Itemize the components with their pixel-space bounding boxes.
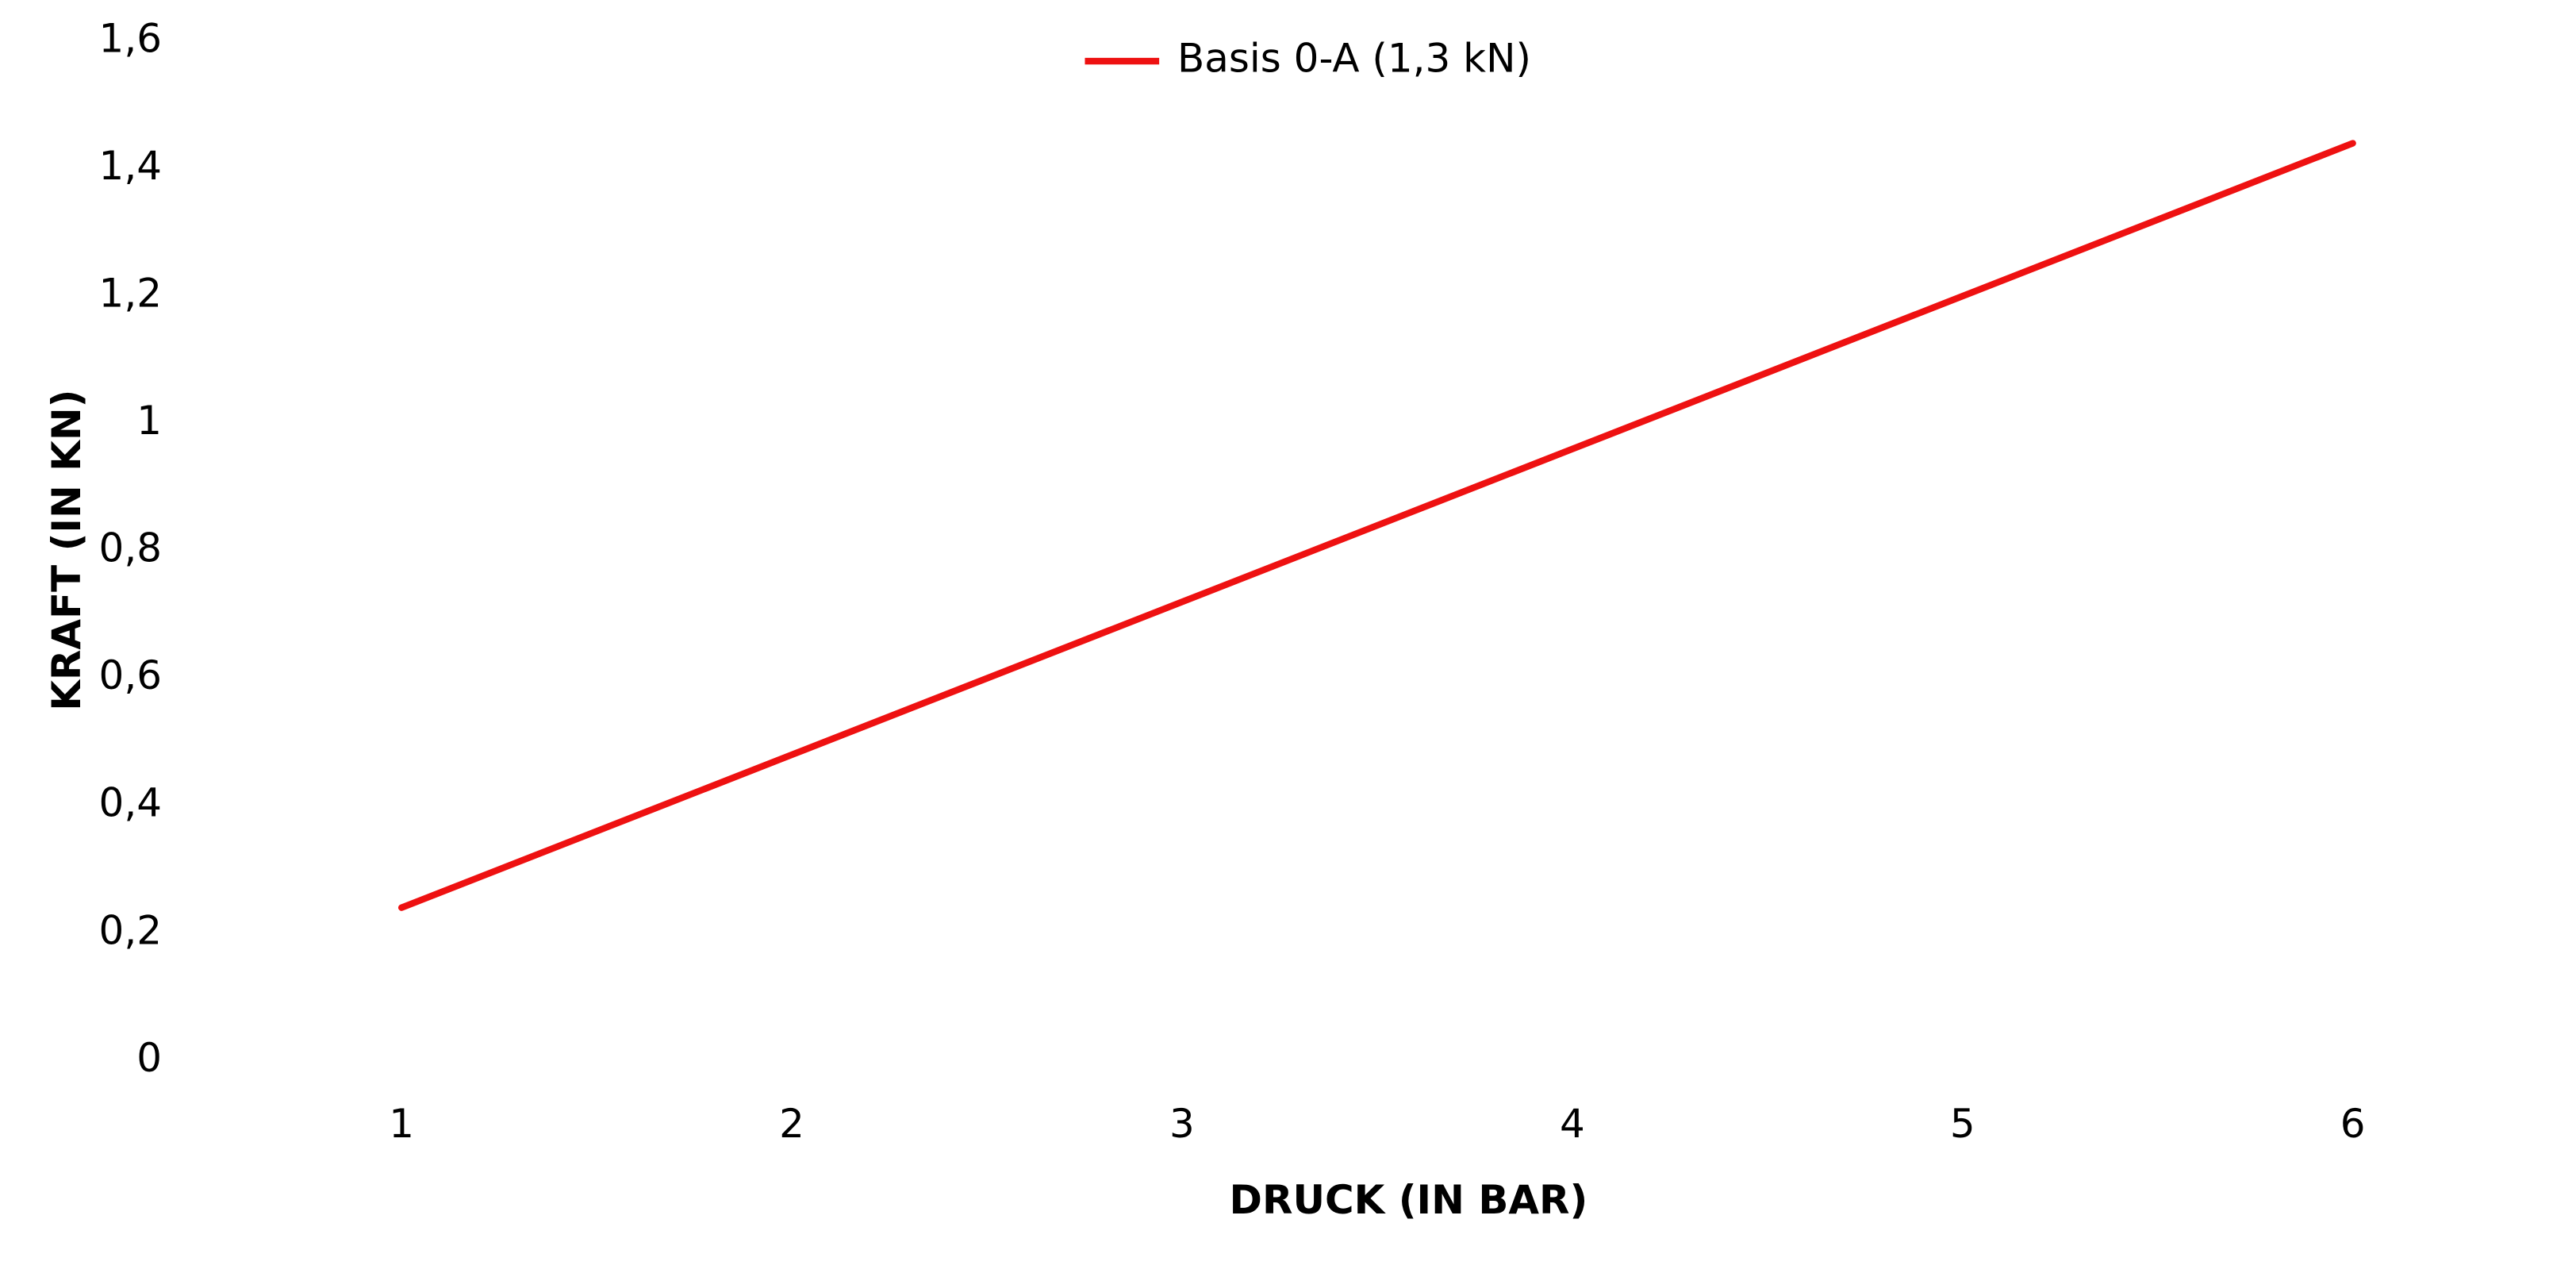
x-tick-label: 2 xyxy=(779,1101,804,1147)
data-line xyxy=(397,140,2356,911)
x-tick-label: 5 xyxy=(1950,1101,1975,1147)
x-axis-title: DRUCK (IN BAR) xyxy=(1230,1177,1588,1223)
y-tick-label: 0,6 xyxy=(99,652,162,698)
x-tick-label: 6 xyxy=(2340,1101,2366,1147)
y-tick-label: 1,4 xyxy=(99,143,162,189)
y-tick-label: 1 xyxy=(136,398,162,444)
legend-label: Basis 0-A (1,3 kN) xyxy=(1177,36,1531,82)
y-tick-label: 0,4 xyxy=(99,780,162,826)
y-tick-label: 0,8 xyxy=(99,525,162,571)
x-tick-label: 1 xyxy=(389,1101,414,1147)
y-axis-title: KRAFT (IN KN) xyxy=(44,390,90,711)
y-tick-label: 1,6 xyxy=(99,16,162,62)
y-tick-label: 0,2 xyxy=(99,907,162,953)
y-tick-label: 1,2 xyxy=(99,271,162,317)
x-tick-label: 4 xyxy=(1560,1101,1585,1147)
y-tick-label: 0 xyxy=(136,1035,162,1081)
x-tick-label: 3 xyxy=(1169,1101,1195,1147)
